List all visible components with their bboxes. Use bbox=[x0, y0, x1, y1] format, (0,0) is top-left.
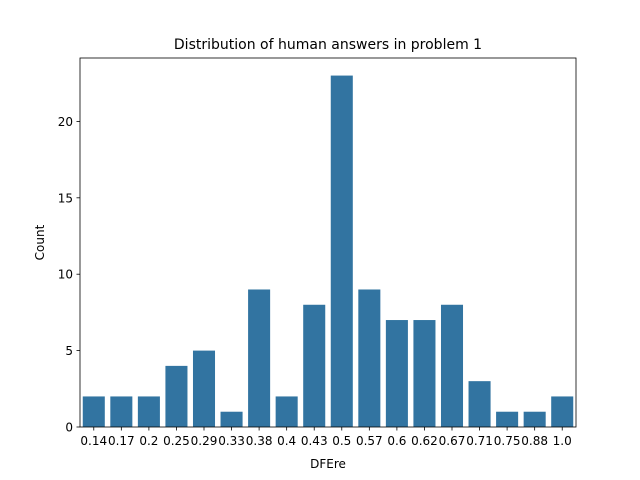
bar bbox=[220, 411, 243, 427]
y-tick-label: 0 bbox=[65, 421, 73, 435]
x-tick-label: 0.33 bbox=[218, 434, 245, 448]
plot-frame bbox=[79, 57, 577, 428]
bar bbox=[551, 396, 574, 427]
x-tick-label: 0.88 bbox=[521, 434, 548, 448]
x-tick-label: 0.43 bbox=[301, 434, 328, 448]
y-tick-label: 10 bbox=[58, 268, 73, 282]
bar bbox=[385, 320, 408, 427]
bar bbox=[275, 396, 298, 427]
x-tick-label: 0.38 bbox=[246, 434, 273, 448]
bar bbox=[248, 289, 271, 427]
x-tick-label: 1.0 bbox=[553, 434, 572, 448]
x-tick-label: 0.57 bbox=[356, 434, 383, 448]
bar bbox=[165, 365, 188, 427]
bar bbox=[303, 304, 326, 427]
x-tick-label: 0.6 bbox=[387, 434, 406, 448]
bars-layer bbox=[82, 75, 574, 428]
x-tick-label: 0.17 bbox=[108, 434, 135, 448]
bar bbox=[523, 411, 546, 427]
x-axis-label: DFEre bbox=[310, 457, 346, 471]
x-tick-label: 0.62 bbox=[411, 434, 438, 448]
y-axis: 0 5 10 15 20 bbox=[58, 115, 80, 435]
x-tick-label: 0.2 bbox=[139, 434, 158, 448]
chart-title: Distribution of human answers in problem… bbox=[174, 37, 482, 53]
x-tick-label: 0.14 bbox=[80, 434, 107, 448]
x-axis: 0.14 0.17 0.2 0.25 0.29 0.33 0.38 0.4 0.43 0.5 0.5… bbox=[80, 427, 572, 448]
x-tick-label: 0.71 bbox=[466, 434, 493, 448]
y-tick-label: 5 bbox=[65, 344, 73, 358]
bar bbox=[358, 289, 381, 427]
y-tick-label: 15 bbox=[58, 191, 73, 205]
bar bbox=[192, 350, 216, 427]
bar bbox=[440, 304, 464, 427]
bar bbox=[110, 396, 133, 427]
x-tick-label: 0.29 bbox=[191, 434, 218, 448]
bar bbox=[413, 320, 436, 427]
x-tick-label: 0.75 bbox=[494, 434, 521, 448]
bar bbox=[496, 411, 519, 427]
bar bbox=[82, 396, 105, 427]
bar bbox=[137, 396, 160, 427]
x-tick-label: 0.25 bbox=[163, 434, 190, 448]
y-tick-label: 20 bbox=[58, 115, 73, 129]
bar bbox=[468, 381, 491, 427]
x-tick-label: 0.4 bbox=[277, 434, 296, 448]
x-tick-label: 0.67 bbox=[439, 434, 466, 448]
bar bbox=[330, 75, 353, 428]
x-tick-label: 0.5 bbox=[332, 434, 351, 448]
y-axis-label: Count bbox=[33, 224, 47, 260]
